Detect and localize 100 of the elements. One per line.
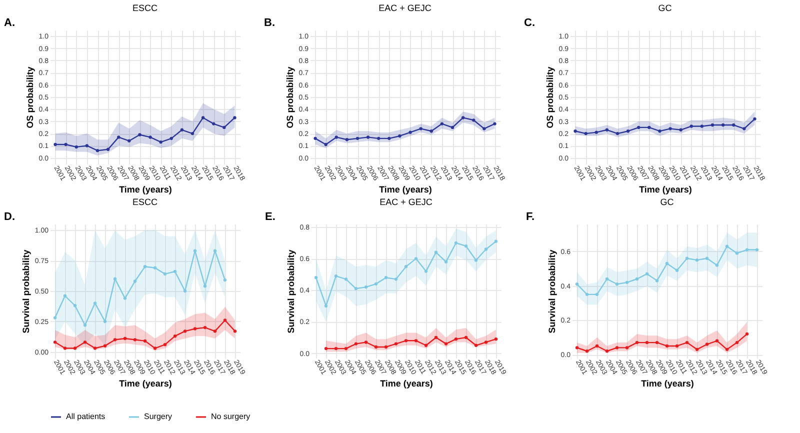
point	[574, 130, 577, 133]
point	[414, 339, 418, 342]
line-series	[53, 318, 237, 350]
legend-label: All patients	[66, 412, 106, 421]
point	[93, 302, 97, 305]
point	[93, 346, 97, 350]
point	[354, 287, 358, 290]
point	[745, 332, 749, 336]
point	[675, 344, 679, 348]
point	[394, 342, 398, 346]
point	[113, 277, 117, 280]
point	[384, 276, 388, 280]
point	[374, 345, 378, 349]
point	[85, 144, 89, 148]
point	[635, 340, 639, 344]
point	[595, 344, 599, 348]
point	[354, 342, 358, 346]
point	[434, 336, 438, 340]
point	[615, 282, 619, 286]
point	[725, 348, 729, 351]
text: E.	[265, 211, 276, 223]
point	[223, 278, 227, 282]
y-axis-title: OS probability	[544, 66, 555, 128]
point	[404, 339, 408, 342]
text: A.	[4, 17, 15, 29]
point	[626, 130, 630, 133]
point	[700, 124, 704, 128]
chart-title: GC	[658, 3, 672, 13]
point	[128, 139, 131, 142]
point	[679, 128, 682, 132]
point	[665, 262, 669, 266]
point	[213, 249, 217, 252]
point	[454, 338, 458, 341]
point	[193, 327, 197, 330]
point	[695, 258, 699, 262]
point	[364, 340, 368, 344]
point	[645, 340, 649, 344]
point	[213, 330, 217, 333]
point	[133, 280, 137, 283]
point	[482, 127, 486, 130]
point	[725, 244, 729, 248]
chart-title: ESCC	[132, 3, 158, 13]
point	[388, 136, 391, 140]
point	[595, 292, 599, 296]
point	[584, 132, 588, 136]
point	[685, 256, 689, 260]
point	[344, 278, 348, 281]
point	[163, 272, 167, 276]
point	[74, 145, 78, 149]
point	[625, 280, 629, 284]
point	[183, 330, 187, 333]
point	[424, 270, 428, 273]
line-series	[53, 249, 227, 327]
point	[625, 346, 629, 350]
point	[222, 126, 226, 130]
point	[148, 136, 152, 139]
point	[745, 248, 749, 252]
point	[742, 127, 746, 130]
point	[53, 316, 57, 320]
point	[575, 282, 579, 286]
point	[183, 289, 187, 293]
point	[585, 292, 589, 296]
point	[83, 340, 87, 344]
x-axis-title: Time (years)	[641, 378, 694, 388]
point	[484, 340, 488, 344]
text: C.	[524, 17, 535, 29]
point	[73, 304, 77, 308]
point	[83, 324, 87, 327]
y-axis-title: Survival probability	[20, 250, 31, 334]
point	[170, 136, 173, 140]
point	[143, 339, 147, 343]
point	[695, 348, 699, 351]
point	[753, 117, 756, 121]
point	[685, 340, 689, 344]
point	[212, 122, 216, 126]
point	[117, 136, 120, 139]
point	[732, 123, 736, 127]
y-axis-title: Survival probability	[546, 250, 557, 334]
point	[635, 277, 639, 281]
point	[201, 116, 205, 120]
point	[715, 264, 719, 267]
chart-title: EAC + GEJC	[378, 3, 432, 13]
point	[374, 282, 378, 286]
point	[63, 346, 67, 350]
point	[648, 126, 651, 130]
x-axis-title: Time (years)	[119, 378, 172, 388]
point	[193, 249, 197, 252]
point	[474, 258, 478, 262]
point	[668, 127, 672, 130]
point	[173, 334, 177, 338]
chart-title: ESCC	[132, 197, 158, 207]
text: F.	[526, 211, 535, 223]
text: D.	[4, 211, 15, 223]
text: B.	[264, 17, 275, 29]
legend-label: Surgery	[144, 412, 172, 421]
point	[190, 132, 194, 136]
x-axis-title: Time (years)	[380, 378, 433, 388]
point	[404, 264, 408, 268]
point	[474, 344, 478, 347]
point	[710, 123, 714, 127]
